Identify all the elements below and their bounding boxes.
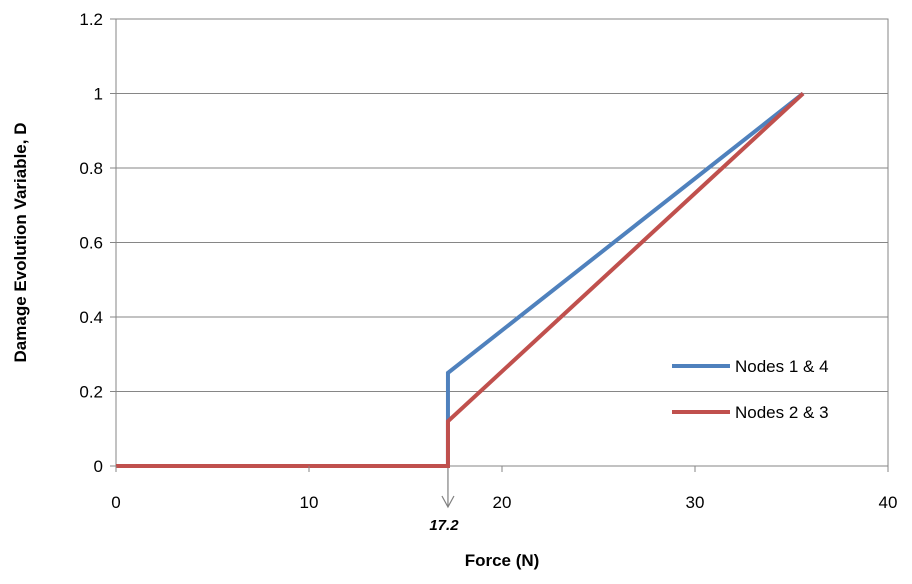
annotation-label: 17.2 xyxy=(429,517,459,534)
x-tick-label: 10 xyxy=(300,493,319,512)
y-tick-label: 0.2 xyxy=(79,383,103,402)
y-tick-label: 1 xyxy=(94,85,103,104)
series-lines xyxy=(116,91,805,468)
y-tick-label: 0.6 xyxy=(79,234,103,253)
y-tick-label: 0 xyxy=(94,457,103,476)
x-tick-label: 40 xyxy=(879,493,898,512)
x-axis-title: Force (N) xyxy=(465,551,540,570)
x-tick-label: 0 xyxy=(111,493,120,512)
x-tick-label: 30 xyxy=(686,493,705,512)
y-tick-label: 1.2 xyxy=(79,10,103,29)
y-tick-label: 0.4 xyxy=(79,308,103,327)
y-axis-ticks: 0 0.2 0.4 0.6 0.8 1 1.2 xyxy=(79,10,116,476)
y-tick-label: 0.8 xyxy=(79,159,103,178)
legend-label-2: Nodes 2 & 3 xyxy=(735,403,829,422)
x-tick-label: 20 xyxy=(493,493,512,512)
annotation-arrow-head xyxy=(441,495,455,509)
legend: Nodes 1 & 4 Nodes 2 & 3 xyxy=(672,357,829,422)
gridlines xyxy=(116,18,888,467)
series-line-2 xyxy=(116,92,805,468)
annotation: 17.2 xyxy=(429,468,459,534)
y-axis-title: Damage Evolution Variable, D xyxy=(11,123,30,363)
legend-label-1: Nodes 1 & 4 xyxy=(735,357,829,376)
x-axis-ticks: 0 10 20 30 40 xyxy=(111,466,897,512)
